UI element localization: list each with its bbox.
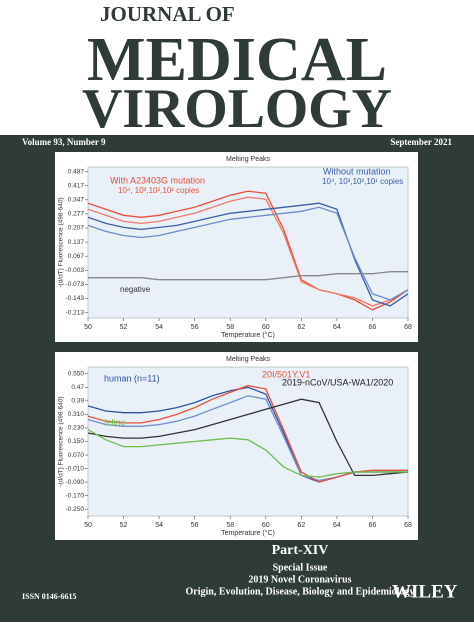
x-tick-label: 52 — [120, 324, 128, 331]
curve — [87, 398, 409, 477]
y-tick-label: 0.47 — [71, 384, 84, 391]
x-axis-label: Temperature (°C) — [221, 529, 275, 537]
y-tick-label: -0.143 — [66, 295, 85, 302]
topic: 2019 Novel Coronavirus — [248, 574, 351, 585]
x-tick-label: 56 — [191, 324, 199, 331]
x-tick-label: 68 — [404, 324, 412, 331]
y-tick-label: 0.487 — [68, 168, 85, 175]
annotation: 10⁴, 10³,10²,10¹ copies — [322, 177, 403, 186]
x-tick-label: 52 — [120, 522, 128, 529]
x-tick-label: 50 — [84, 522, 92, 529]
x-tick-label: 58 — [226, 324, 234, 331]
y-tick-label: -0.250 — [66, 506, 85, 513]
y-tick-label: 0.070 — [68, 452, 85, 459]
annotation: 10⁴, 10³,10²,10¹ copies — [118, 186, 199, 195]
annotation: feline — [104, 417, 126, 427]
journal-line3: VIROLOGY — [82, 78, 392, 140]
volume: Volume 93, Number 9 — [22, 137, 106, 147]
y-tick-label: -0.170 — [66, 492, 85, 499]
issn: ISSN 0146-6615 — [22, 592, 76, 601]
curve — [87, 196, 409, 307]
y-tick-label: 0.277 — [68, 211, 85, 218]
plot-area — [87, 166, 409, 319]
topic: Origin, Evolution, Disease, Biology and … — [186, 586, 415, 597]
journal-line2: MEDICAL — [87, 26, 387, 94]
journal-line1: JOURNAL OF — [100, 2, 235, 26]
issue: Special Issue — [273, 562, 328, 573]
part: Part-XIV — [272, 543, 329, 558]
annotation: human (n=11) — [104, 373, 160, 383]
x-tick-label: 54 — [155, 522, 163, 529]
y-tick-label: 0.417 — [68, 182, 85, 189]
curve — [87, 190, 409, 311]
y-axis-label: -(d/dT) Fluorescence (498-640) — [58, 396, 65, 486]
curve — [87, 429, 408, 478]
y-tick-label: 0.207 — [68, 225, 85, 232]
y-tick-label: -0.003 — [66, 267, 85, 274]
y-tick-label: -0.213 — [66, 309, 85, 316]
y-axis-label: -(d/dT) Fluorescence (498-640) — [58, 197, 65, 287]
curve — [88, 271, 408, 281]
annotation: With A23403G mutation — [110, 175, 205, 185]
x-tick-label: 64 — [333, 324, 341, 331]
x-tick-label: 56 — [191, 522, 199, 529]
annotation: 20I/501Y.V1 — [262, 369, 310, 379]
chart-title: Melting Peaks — [226, 356, 270, 363]
y-tick-label: 0.550 — [68, 370, 85, 377]
x-tick-label: 62 — [297, 522, 305, 529]
x-tick-label: 54 — [155, 324, 163, 331]
header-background — [0, 0, 474, 135]
curve — [87, 206, 409, 301]
x-tick-label: 50 — [84, 324, 92, 331]
publisher: WILEY — [392, 581, 458, 602]
annotation: Without mutation — [323, 166, 391, 176]
y-tick-label: 0.067 — [68, 253, 85, 260]
chart-title: Melting Peaks — [226, 156, 270, 163]
y-tick-label: -0.073 — [66, 281, 85, 288]
x-tick-label: 66 — [369, 324, 377, 331]
y-tick-label: 0.137 — [68, 239, 85, 246]
y-tick-label: 0.310 — [68, 411, 85, 418]
x-tick-label: 60 — [262, 522, 270, 529]
y-tick-label: 0.39 — [71, 398, 84, 405]
y-tick-label: -0.010 — [66, 465, 85, 472]
date: September 2021 — [390, 137, 452, 147]
x-axis-label: Temperature (°C) — [221, 331, 275, 339]
x-tick-label: 62 — [297, 324, 305, 331]
y-tick-label: 0.230 — [68, 425, 85, 432]
y-tick-label: 0.347 — [68, 197, 85, 204]
annotation: negative — [120, 285, 151, 294]
annotation: 2019-nCoV/USA-WA1/2020 — [282, 377, 393, 387]
plot-area — [87, 366, 409, 517]
y-tick-label: -0.090 — [66, 479, 85, 486]
curve — [87, 202, 409, 307]
x-tick-label: 64 — [333, 522, 341, 529]
x-tick-label: 60 — [262, 324, 270, 331]
x-tick-label: 58 — [226, 522, 234, 529]
x-tick-label: 66 — [369, 522, 377, 529]
y-tick-label: 0.150 — [68, 438, 85, 445]
x-tick-label: 68 — [404, 522, 412, 529]
